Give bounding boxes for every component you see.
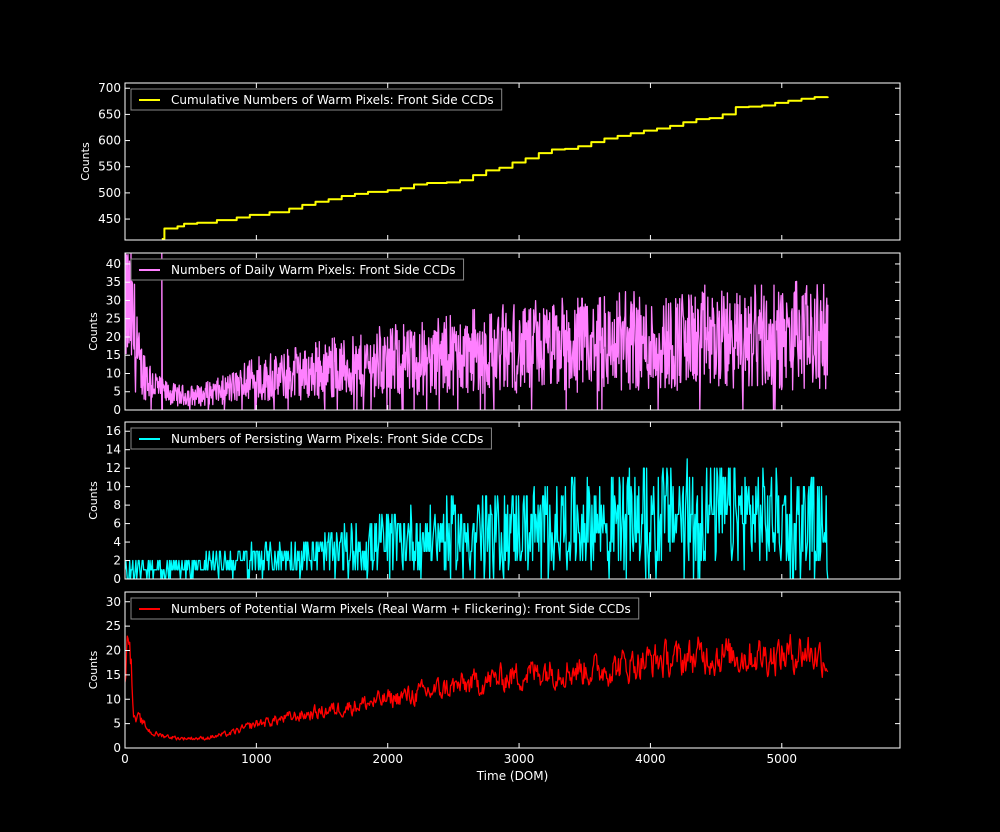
y-axis-label: Counts (87, 481, 100, 520)
y-tick-label: 5 (113, 717, 121, 731)
y-tick-label: 0 (113, 572, 121, 586)
y-tick-label: 700 (98, 81, 121, 95)
plot-frame (124, 252, 901, 411)
chart-panel-1: 450 500 550 600 650 700 Counts Cumulative Numbe… (79, 81, 901, 241)
y-axis-label: Counts (87, 312, 100, 351)
y-tick-label: 15 (106, 348, 121, 362)
legend: Numbers of Potential Warm Pixels (Real W… (130, 597, 640, 620)
legend-box (130, 597, 640, 620)
legend-box (130, 427, 492, 450)
y-tick-label: 20 (106, 330, 121, 344)
series-line (125, 253, 829, 410)
y-tick-label: 2 (113, 554, 121, 568)
legend: Cumulative Numbers of Warm Pixels: Front… (130, 88, 503, 111)
series-line (125, 458, 829, 579)
y-tick-label: 500 (98, 186, 121, 200)
y-tick-label: 14 (106, 443, 121, 457)
y-axis-label: Counts (87, 651, 100, 690)
x-tick-label: 0 (121, 752, 129, 766)
y-tick-label: 10 (106, 692, 121, 706)
plot-frame (124, 591, 901, 749)
chart-panel-4: 0 5 10 15 20 25 30 0 1000 2000 3000 4000 5000 Counts T… (87, 591, 901, 783)
legend-label: Numbers of Daily Warm Pixels: Front Side… (171, 263, 456, 277)
chart-panel-2: 0 5 10 15 20 25 30 35 40 Counts Numbers of Daily W… (87, 252, 901, 417)
y-axis-label: Counts (79, 142, 92, 181)
legend-label: Numbers of Persisting Warm Pixels: Front… (171, 432, 483, 446)
legend: Numbers of Daily Warm Pixels: Front Side… (130, 258, 465, 281)
y-tick-label: 16 (106, 424, 121, 438)
x-tick-label: 3000 (504, 752, 535, 766)
y-tick-label: 10 (106, 366, 121, 380)
y-tick-label: 6 (113, 517, 121, 531)
y-tick-label: 4 (113, 535, 121, 549)
y-tick-label: 12 (106, 461, 121, 475)
y-tick-label: 8 (113, 498, 121, 512)
y-tick-label: 0 (113, 403, 121, 417)
y-tick-label: 0 (113, 741, 121, 755)
legend-box (130, 258, 465, 281)
legend: Numbers of Persisting Warm Pixels: Front… (130, 427, 492, 450)
y-tick-label: 40 (106, 257, 121, 271)
series-line (161, 96, 829, 240)
series-line (125, 634, 829, 741)
chart-panel-3: 0 2 4 6 8 10 12 14 16 Counts Numbers of Persisting… (87, 421, 901, 586)
y-tick-label: 35 (106, 275, 121, 289)
y-tick-label: 15 (106, 668, 121, 682)
y-tick-label: 25 (106, 619, 121, 633)
legend-label: Numbers of Potential Warm Pixels (Real W… (171, 602, 631, 616)
y-tick-label: 20 (106, 644, 121, 658)
y-tick-label: 30 (106, 293, 121, 307)
plot-frame (124, 82, 901, 241)
y-tick-label: 650 (98, 107, 121, 121)
x-axis-label: Time (DOM) (476, 769, 549, 783)
x-tick-label: 4000 (635, 752, 666, 766)
y-tick-label: 450 (98, 212, 121, 226)
y-tick-label: 25 (106, 312, 121, 326)
x-tick-label: 1000 (241, 752, 272, 766)
y-tick-label: 30 (106, 595, 121, 609)
x-tick-label: 5000 (767, 752, 798, 766)
plot-frame (124, 421, 901, 580)
y-tick-label: 5 (113, 385, 121, 399)
y-tick-label: 550 (98, 160, 121, 174)
x-tick-label: 2000 (372, 752, 403, 766)
legend-label: Cumulative Numbers of Warm Pixels: Front… (171, 93, 494, 107)
y-tick-label: 10 (106, 480, 121, 494)
y-tick-label: 600 (98, 134, 121, 148)
legend-box (130, 88, 503, 111)
